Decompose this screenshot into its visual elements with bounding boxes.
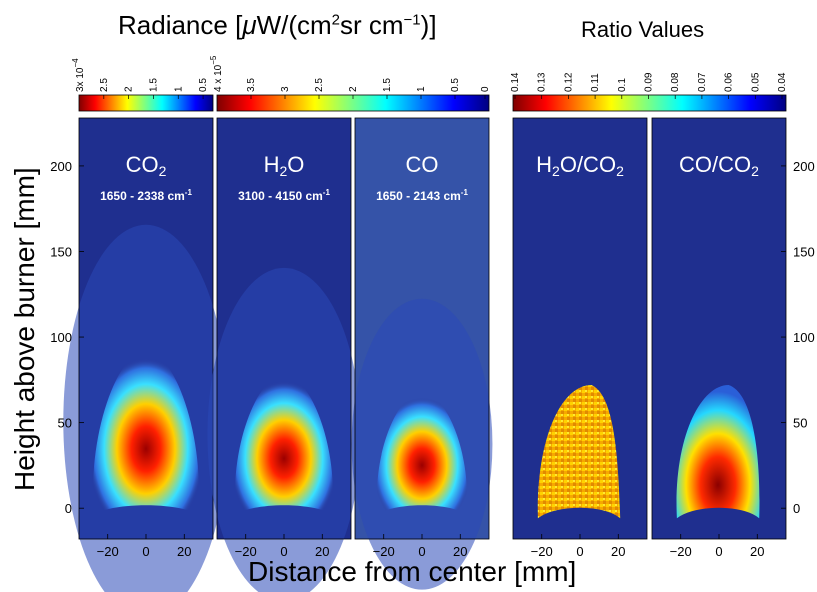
ratio-colorbar-tick-label: 0.14 (510, 72, 521, 92)
ratio-colorbar-title: Ratio Values (581, 17, 705, 42)
radiance-colorbar-title: Radiance [μW/(cm2sr cm−1)] (118, 10, 437, 40)
panel-wavenumber-range: 1650 - 2338 cm-1 (100, 188, 192, 203)
y-tick-label-left: 0 (65, 501, 72, 516)
ratio-colorbar-tick-label: 0.04 (777, 72, 788, 92)
panel-h2o_co2: H2O/CO2 −20 0 20 (512, 117, 648, 559)
x-tick-label: −20 (97, 544, 119, 559)
panel-wavenumber-range: 3100 - 4150 cm-1 (238, 188, 330, 203)
y-tick-label-right: 0 (793, 501, 800, 516)
y-tick-label-left: 100 (50, 330, 72, 345)
co2-colorbar-tick-label: 1 (173, 86, 184, 92)
flame-heatmap (376, 391, 468, 515)
panel-species-label: CO (406, 152, 439, 177)
y-tick-label-left: 50 (58, 416, 72, 431)
ratio-colorbar-tick-label: 0.12 (563, 72, 574, 92)
ratio-colorbar-tick-label: 0.11 (590, 73, 601, 92)
y-tick-label-right: 50 (793, 416, 807, 431)
co2-colorbar-tick-label: 1.5 (148, 78, 159, 92)
h2o-co-colorbar-tick-label: 1 (416, 86, 427, 92)
h2o-co-colorbar-tick-label: 2 (348, 86, 359, 92)
flame-heatmap (235, 374, 333, 515)
ratio-heatmap-h2o-co2 (537, 384, 621, 519)
h2o-co-colorbar-tick-label: 2.5 (314, 78, 325, 92)
axes-layer: 0 0 50 50 100 100 150 150 200 200 (50, 159, 814, 516)
ratio-colorbar-tick-label: 0.06 (724, 72, 735, 92)
panels-layer: CO2 1650 - 2338 cm-1 −20 0 20 H2O 3100 - 4150 … (63, 117, 787, 592)
x-tick-label: −20 (373, 544, 395, 559)
h2o-co-colorbar-tick-label: 3.5 (246, 78, 257, 92)
x-tick-label: −20 (235, 544, 257, 559)
colorbars-layer: 3x 10−42.5 2 1.5 1 0.5 4 x 10−53.5 3 2.5 2 1.5 1 0.… (71, 55, 788, 112)
y-tick-label-right: 200 (793, 159, 815, 174)
co2-colorbar (78, 94, 214, 112)
y-tick-label-left: 150 (50, 244, 72, 259)
co2-colorbar-exponent: 3x 10−4 (71, 58, 86, 92)
x-tick-label: −20 (670, 544, 692, 559)
h2o-colorbar-exponent: 4 x 10−5 (209, 55, 224, 92)
x-tick-label: 0 (280, 544, 287, 559)
x-tick-label: 20 (611, 544, 625, 559)
x-tick-label: 0 (142, 544, 149, 559)
x-tick-label: 0 (715, 544, 722, 559)
panel-wavenumber-range: 1650 - 2143 cm-1 (376, 188, 468, 203)
ratio-colorbar-tick-label: 0.09 (644, 72, 655, 92)
ratio-colorbar-tick-label: 0.13 (537, 72, 548, 92)
ratio-colorbar-tick-label: 0.05 (750, 72, 761, 92)
co2-colorbar-tick-label: 0.5 (198, 78, 209, 92)
ratio-colorbar (512, 94, 787, 112)
panel-co_co2: CO/CO2 −20 0 20 (651, 117, 787, 559)
ratio-heatmap-co-co2 (676, 384, 760, 519)
panel-co: CO 1650 - 2143 cm-1 −20 0 20 (351, 117, 493, 590)
h2o-co-colorbar-tick-label: 0 (480, 86, 491, 92)
ratio-colorbar-tick-label: 0.07 (697, 72, 708, 92)
ratio-colorbar-tick-label: 0.1 (617, 78, 628, 92)
x-tick-label: 20 (177, 544, 191, 559)
h2o-co-colorbar-tick-label: 0.5 (450, 78, 461, 92)
h2o-co-colorbar-tick-label: 3 (280, 86, 291, 92)
x-axis-label: Distance from center [mm] (248, 556, 577, 587)
panel-species-label: CO/CO2 (679, 152, 759, 179)
panel-species-label: H2O/CO2 (536, 152, 624, 179)
panel-h2o: H2O 3100 - 4150 cm-1 −20 0 20 (207, 117, 361, 592)
x-tick-label: 20 (453, 544, 467, 559)
panel-co2: CO2 1650 - 2338 cm-1 −20 0 20 (63, 117, 229, 592)
y-tick-label-right: 100 (793, 330, 815, 345)
panel-species-label: H2O (264, 152, 305, 179)
x-tick-label: 0 (418, 544, 425, 559)
co2-colorbar-tick-label: 2 (124, 86, 135, 92)
x-tick-label: 20 (750, 544, 764, 559)
x-tick-label: 0 (576, 544, 583, 559)
ratio-colorbar-tick-label: 0.08 (670, 72, 681, 92)
x-tick-label: −20 (531, 544, 553, 559)
co2-colorbar-tick-label: 2.5 (99, 78, 110, 92)
h2o-co-colorbar-tick-label: 1.5 (382, 78, 393, 92)
y-axis-label: Height above burner [mm] (9, 167, 40, 491)
panel-species-label: CO2 (126, 152, 167, 179)
y-tick-label-right: 150 (793, 244, 815, 259)
x-tick-label: 20 (315, 544, 329, 559)
flame-heatmap (93, 350, 199, 515)
y-tick-label-left: 200 (50, 159, 72, 174)
